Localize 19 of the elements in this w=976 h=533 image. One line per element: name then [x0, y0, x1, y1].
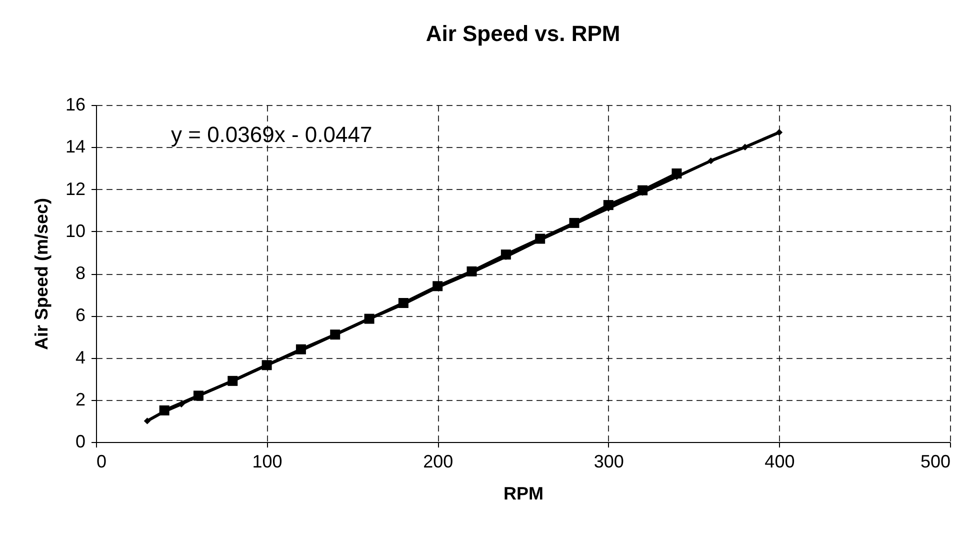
- y-tick-label: 12: [65, 178, 86, 199]
- y-tick-label: 0: [75, 432, 86, 452]
- y-tick-label: 6: [75, 305, 86, 326]
- x-tick-label: 0: [96, 452, 107, 472]
- chart-title: Air Speed vs. RPM: [426, 21, 620, 46]
- y-tick-label: 16: [65, 94, 86, 114]
- y-tick-label: 14: [65, 136, 86, 157]
- y-tick-label: 4: [75, 347, 86, 368]
- y-axis-title: Air Speed (m/sec): [31, 198, 52, 350]
- x-tick-label: 200: [423, 452, 454, 472]
- x-tick-label: 400: [764, 452, 795, 472]
- x-tick-label: 500: [920, 452, 950, 472]
- x-tick-label: 300: [594, 452, 624, 472]
- x-axis-title: RPM: [504, 484, 544, 504]
- y-tick-label: 2: [75, 389, 86, 410]
- y-tick-label: 8: [75, 263, 86, 283]
- x-tick-label: 100: [252, 452, 282, 472]
- y-tick-label: 10: [65, 220, 86, 241]
- annotation: y = 0.0369x - 0.0447: [171, 122, 372, 147]
